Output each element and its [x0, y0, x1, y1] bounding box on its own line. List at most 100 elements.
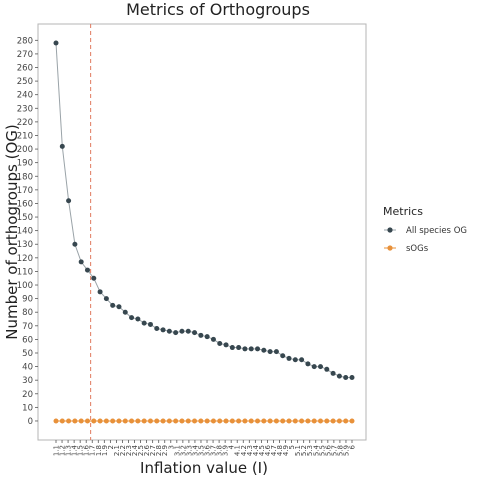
y-tick-label: 90: [22, 295, 33, 305]
data-point: [147, 321, 153, 327]
data-point: [217, 418, 223, 424]
data-point: [185, 418, 191, 424]
x-tick-label: 4.4: [252, 444, 260, 456]
data-point: [343, 418, 349, 424]
data-point: [311, 418, 317, 424]
data-point: [286, 418, 292, 424]
data-point: [255, 418, 261, 424]
data-point: [122, 309, 128, 315]
y-tick-label: 170: [17, 186, 33, 196]
data-point: [91, 275, 97, 281]
data-point: [141, 320, 147, 326]
data-point: [336, 418, 342, 424]
data-point: [261, 418, 267, 424]
y-tick-label: 60: [22, 335, 33, 345]
data-point: [66, 198, 72, 204]
y-tick-label: 210: [17, 131, 33, 141]
data-point: [147, 418, 153, 424]
data-point: [97, 418, 103, 424]
x-tick-label: 4.9: [282, 445, 290, 456]
legend-key-marker: [387, 227, 393, 233]
y-tick-label: 80: [22, 308, 33, 318]
x-tick-label: 4: [228, 444, 236, 449]
data-point: [59, 143, 65, 149]
data-point: [223, 418, 229, 424]
data-point: [305, 418, 311, 424]
data-point: [173, 418, 179, 424]
x-tick-label: 5.8: [336, 445, 344, 456]
y-tick-label: 100: [17, 281, 33, 291]
data-point: [261, 347, 267, 353]
data-point: [192, 330, 198, 336]
y-tick-label: 270: [17, 50, 33, 60]
x-tick-label: 3: [167, 445, 175, 449]
y-tick-label: 30: [22, 376, 33, 386]
x-tick-label: 2.7: [149, 445, 157, 456]
x-tick-label: 3.7: [210, 445, 218, 456]
x-tick-label: 5: [288, 445, 296, 449]
y-tick-label: 140: [17, 227, 33, 237]
x-tick-label: 2: [107, 445, 115, 449]
data-point: [242, 346, 248, 352]
series-line: [55, 43, 352, 378]
data-point: [267, 349, 273, 355]
y-tick-label: 150: [17, 213, 33, 223]
data-point: [110, 418, 116, 424]
x-tick-label: 4.5: [258, 445, 266, 456]
data-point: [135, 418, 141, 424]
data-point: [154, 326, 160, 332]
x-tick-label: 2.2: [119, 445, 127, 456]
data-point: [59, 418, 65, 424]
data-point: [248, 346, 254, 352]
data-point: [343, 374, 349, 380]
data-point: [160, 418, 166, 424]
legend-label: sOGs: [406, 244, 429, 254]
x-tick-label: 5.5: [318, 445, 326, 456]
data-point: [324, 418, 330, 424]
x-tick-label: 1.1: [53, 445, 61, 456]
data-point: [91, 418, 97, 424]
x-tick-label: 3.6: [204, 444, 212, 456]
y-tick-label: 0: [28, 417, 33, 427]
y-tick-label: 180: [17, 172, 33, 182]
y-tick-label: 120: [17, 254, 33, 264]
data-point: [129, 315, 135, 321]
data-point: [135, 316, 141, 322]
data-point: [286, 355, 292, 361]
data-point: [204, 334, 210, 340]
y-tick-label: 130: [17, 240, 33, 250]
y-tick-label: 230: [17, 104, 33, 114]
legend-title: Metrics: [383, 205, 423, 218]
data-point: [53, 418, 59, 424]
x-tick-label: 2.9: [161, 445, 169, 456]
data-point: [53, 40, 59, 46]
y-tick-label: 240: [17, 91, 33, 101]
data-point: [318, 418, 324, 424]
data-point: [318, 364, 324, 370]
data-point: [72, 241, 78, 247]
x-tick-label: 1.8: [95, 445, 103, 456]
data-point: [336, 373, 342, 379]
data-point: [166, 418, 172, 424]
data-point: [97, 289, 103, 295]
data-point: [273, 349, 279, 355]
data-point: [179, 328, 185, 334]
data-point: [299, 357, 305, 363]
x-tick-label: 2.4: [131, 444, 139, 456]
y-tick-label: 20: [22, 390, 33, 400]
data-point: [122, 418, 128, 424]
x-tick-label: 4.2: [240, 445, 248, 456]
x-tick-label: 5.7: [330, 445, 338, 456]
x-tick-label: 4.1: [234, 445, 242, 456]
x-tick-label: 3.5: [197, 445, 205, 456]
x-tick-label: 1.4: [71, 444, 79, 456]
x-tick-label: 4.7: [270, 445, 278, 456]
data-point: [204, 418, 210, 424]
data-point: [84, 267, 90, 273]
data-point: [72, 418, 78, 424]
y-axis-title: Number of orthogroups (OG): [3, 124, 21, 339]
plot-panel: [37, 23, 367, 441]
y-tick-label: 10: [22, 403, 33, 413]
data-point: [160, 327, 166, 333]
data-point: [141, 418, 147, 424]
